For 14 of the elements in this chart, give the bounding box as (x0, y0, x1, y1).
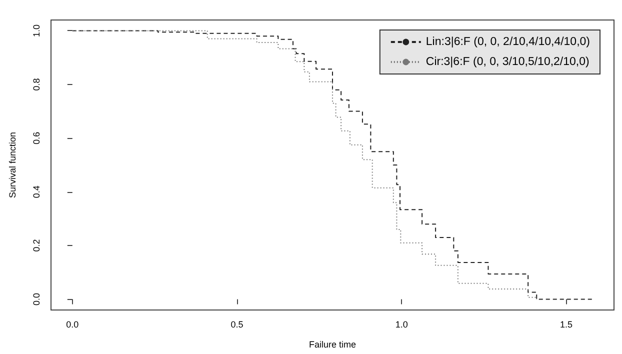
y-tick-label: 0.6 (32, 132, 42, 144)
x-tick-label: 0.5 (230, 320, 244, 330)
y-tick-label: 0.0 (32, 293, 42, 306)
y-tick-label: 1.0 (32, 24, 42, 37)
y-axis-title: Survival function (8, 132, 18, 198)
y-tick-label: 0.8 (32, 78, 42, 91)
y-tick-label: 0.4 (32, 186, 42, 198)
x-tick-label: 1.5 (560, 320, 573, 330)
legend-label: Lin:3|6:F (0, 0, 2/10,4/10,4/10,0) (426, 36, 590, 48)
y-tick-label: 0.2 (32, 239, 42, 252)
x-tick-label: 0.0 (66, 320, 79, 330)
x-axis-title: Failure time (308, 340, 356, 350)
legend-label: Cir:3|6:F (0, 0, 3/10,5/10,2/10,0) (426, 56, 590, 68)
x-tick-label: 1.0 (395, 320, 408, 330)
